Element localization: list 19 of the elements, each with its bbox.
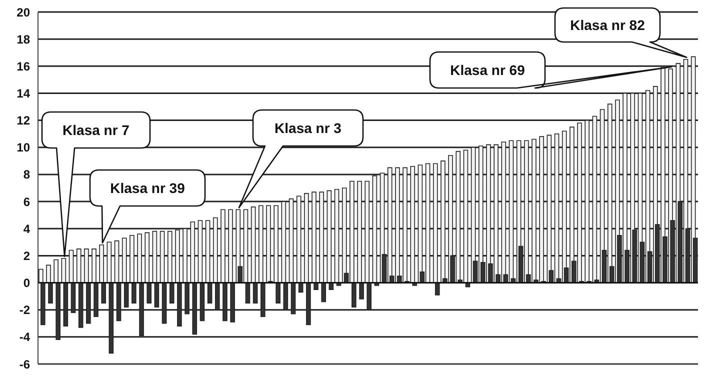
annotation: Klasa nr 69 [450, 62, 526, 78]
y-tick-label: 2 [23, 248, 30, 263]
y-tick-label: -2 [19, 303, 30, 318]
y-tick-label: 14 [16, 86, 30, 100]
annotation: Klasa nr 3 [274, 120, 342, 136]
y-tick-label: 4 [23, 222, 30, 236]
y-tick-label: -4 [19, 330, 30, 344]
y-tick-label: 16 [16, 59, 30, 74]
y-tick-label: 6 [23, 194, 30, 209]
y-tick-label: -6 [19, 357, 30, 372]
y-tick-label: 20 [16, 5, 30, 20]
y-tick-label: 12 [16, 114, 30, 128]
annotation: Klasa nr 82 [570, 17, 646, 33]
y-tick-label: 8 [23, 168, 30, 182]
y-tick-label: 0 [23, 276, 30, 290]
y-tick-label: 10 [16, 140, 30, 155]
y-tick-label: 18 [16, 32, 30, 46]
annotation: Klasa nr 39 [110, 180, 186, 196]
annotation: Klasa nr 7 [62, 122, 130, 138]
